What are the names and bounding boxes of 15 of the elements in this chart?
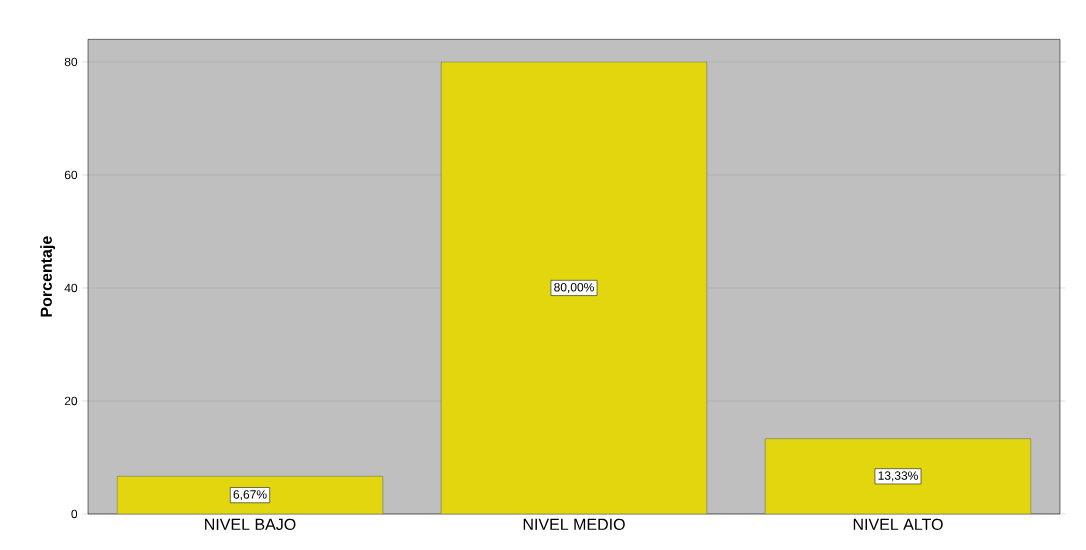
y-tick-label: 60 (64, 170, 78, 180)
data-label: 6,67% (233, 490, 267, 501)
y-tick-label: 40 (64, 283, 78, 293)
bar (116, 476, 384, 514)
y-axis-title: Porcentaje (40, 236, 56, 317)
y-tick-label: 80 (64, 57, 78, 67)
bar (440, 61, 708, 514)
bar (764, 438, 1032, 514)
y-tick-label: 0 (71, 509, 78, 519)
x-tick-label: NIVEL MEDIO (523, 518, 625, 531)
x-tick-label: NIVEL BAJO (205, 518, 296, 531)
data-label: 13,33% (878, 471, 918, 482)
y-tick-label: 20 (64, 396, 78, 406)
data-label: 80,00% (554, 283, 594, 293)
x-tick-label: NIVEL ALTO (853, 518, 943, 531)
